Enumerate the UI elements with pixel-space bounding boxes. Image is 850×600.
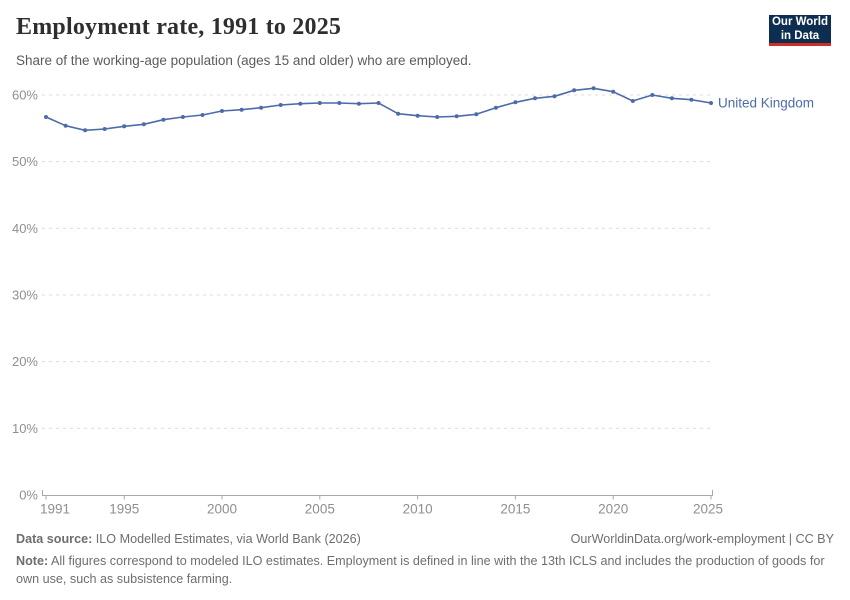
x-axis-tick-label: 2010 xyxy=(403,502,433,517)
x-axis-tick-label: 1991 xyxy=(40,502,70,517)
data-point xyxy=(513,100,518,105)
data-point xyxy=(650,93,655,97)
data-point xyxy=(435,115,440,119)
data-point xyxy=(669,96,674,101)
data-point xyxy=(396,111,401,116)
y-axis-tick-label: 60% xyxy=(12,88,38,103)
y-axis-tick-label: 50% xyxy=(12,154,38,169)
data-point xyxy=(317,101,322,105)
x-axis-tick-label: 2020 xyxy=(598,502,628,517)
x-axis-tick-label: 2000 xyxy=(207,502,237,517)
data-point xyxy=(44,115,48,119)
x-axis-tick-label: 2015 xyxy=(500,502,530,517)
y-axis-tick-label: 10% xyxy=(12,421,38,436)
data-point xyxy=(239,107,244,112)
data-point xyxy=(220,109,224,113)
data-point xyxy=(572,88,577,93)
data-point xyxy=(356,101,361,106)
chart-footer: Data source: ILO Modelled Estimates, via… xyxy=(16,531,834,589)
data-point xyxy=(415,113,420,118)
data-point xyxy=(611,89,616,94)
data-point xyxy=(278,103,283,107)
data-point xyxy=(376,101,381,105)
data-point xyxy=(298,101,303,106)
data-point xyxy=(552,94,557,99)
x-axis-tick-label: 1995 xyxy=(109,502,139,517)
footer-link[interactable]: OurWorldinData.org/work-employment | CC … xyxy=(570,532,834,546)
data-point xyxy=(63,123,68,128)
footer-note-text: All figures correspond to modeled ILO es… xyxy=(16,553,825,586)
data-point xyxy=(474,112,479,117)
data-point xyxy=(630,99,635,103)
y-axis-tick-label: 30% xyxy=(12,288,38,303)
x-axis-tick-label: 2005 xyxy=(305,502,335,517)
data-point xyxy=(180,115,185,119)
data-point xyxy=(689,97,694,102)
data-point xyxy=(141,122,146,127)
data-point xyxy=(200,113,205,117)
data-point xyxy=(83,128,88,133)
data-point xyxy=(259,105,264,110)
data-point xyxy=(533,96,537,101)
y-axis-tick-label: 0% xyxy=(19,488,38,503)
owid-logo-line1: Our World xyxy=(771,15,828,28)
x-axis-tick-label: 2025 xyxy=(693,502,723,517)
footer-note: Note: All figures correspond to modeled … xyxy=(16,553,834,589)
data-point xyxy=(493,105,498,110)
data-point xyxy=(161,117,166,122)
y-axis-tick-label: 20% xyxy=(12,354,38,369)
data-point xyxy=(591,86,596,91)
footer-note-label: Note: xyxy=(16,553,49,568)
data-point xyxy=(454,114,459,119)
data-source-text: ILO Modelled Estimates, via World Bank (… xyxy=(92,532,361,546)
employment-rate-line-chart: 0% 10% 20% 30% 40% 50% 60% 1991 1995 2000 2005 2010… xyxy=(12,86,814,517)
y-axis-tick-label: 40% xyxy=(12,221,38,236)
data-source: Data source: ILO Modelled Estimates, via… xyxy=(16,531,361,549)
data-point xyxy=(102,127,107,131)
uk-series-label[interactable]: United Kingdom xyxy=(718,96,814,111)
data-source-label: Data source: xyxy=(16,532,93,546)
data-point xyxy=(337,101,342,105)
owid-logo-line2: in Data xyxy=(780,30,820,42)
chart-subtitle: Share of the working-age population (age… xyxy=(16,53,472,68)
data-point xyxy=(709,101,713,105)
owid-logo[interactable]: Our World in Data xyxy=(769,15,831,46)
data-point xyxy=(122,124,127,129)
page-title: Employment rate, 1991 to 2025 xyxy=(16,14,342,40)
